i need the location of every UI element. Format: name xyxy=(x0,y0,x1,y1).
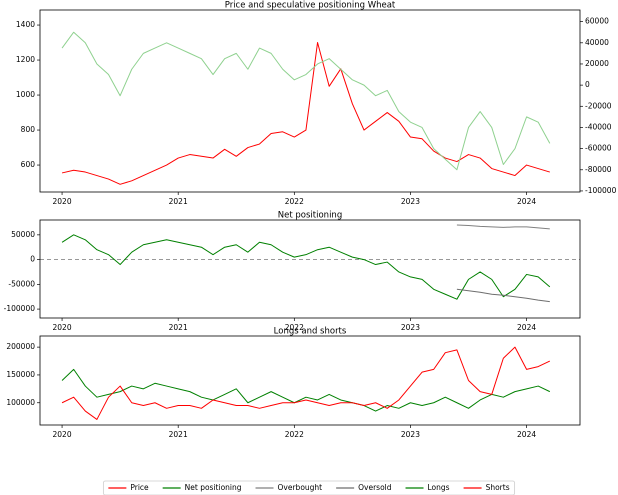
y-tick-label: -100000 xyxy=(4,304,36,313)
x-tick-label: 2023 xyxy=(401,197,420,206)
series-line xyxy=(456,288,550,303)
series-line xyxy=(61,368,551,412)
y2-tick-label: -100000 xyxy=(585,186,617,195)
chart-title: Price and speculative positioning Wheat xyxy=(225,1,396,11)
axes-frame xyxy=(39,335,581,426)
legend-label: Shorts xyxy=(486,483,510,492)
y-tick-label: 800 xyxy=(21,125,36,134)
series-line xyxy=(61,42,550,185)
y-tick-label: 600 xyxy=(21,160,36,169)
x-tick-label: 2024 xyxy=(517,323,536,332)
y-tick-label: 1000 xyxy=(16,90,35,99)
axes-frame xyxy=(39,219,581,319)
y2-tick-label: 0 xyxy=(585,80,590,89)
chart-title: Longs and shorts xyxy=(274,327,347,337)
x-tick-label: 2021 xyxy=(169,323,188,332)
x-tick-label: 2023 xyxy=(401,323,420,332)
legend xyxy=(102,480,516,495)
x-tick-label: 2022 xyxy=(285,197,304,206)
y-tick-label: 200000 xyxy=(6,342,35,351)
y2-tick-label: -20000 xyxy=(585,101,612,110)
x-tick-label: 2020 xyxy=(53,197,72,206)
series-line xyxy=(61,234,551,300)
series-line xyxy=(61,346,551,420)
x-tick-label: 2021 xyxy=(169,430,188,439)
y-tick-label: 150000 xyxy=(6,370,35,379)
y2-tick-label: -40000 xyxy=(585,122,612,131)
y-tick-label: 0 xyxy=(30,255,35,264)
series-line xyxy=(456,224,550,230)
legend-label: Longs xyxy=(428,483,450,492)
series-line xyxy=(61,31,551,171)
y2-tick-label: 60000 xyxy=(585,17,609,26)
x-tick-label: 2020 xyxy=(53,430,72,439)
y-tick-label: -50000 xyxy=(8,279,35,288)
y-tick-label: 50000 xyxy=(11,230,35,239)
y2-tick-label: 40000 xyxy=(585,38,609,47)
x-tick-label: 2024 xyxy=(517,430,536,439)
x-tick-label: 2021 xyxy=(169,197,188,206)
axes-frame xyxy=(39,9,581,193)
legend-label: Price xyxy=(130,483,149,492)
x-tick-label: 2022 xyxy=(285,430,304,439)
legend-label: Overbought xyxy=(278,483,323,492)
legend-label: Net positioning xyxy=(185,483,242,492)
y-tick-label: 1200 xyxy=(16,55,35,64)
y-tick-label: 100000 xyxy=(6,398,35,407)
y-tick-label: 1400 xyxy=(16,20,35,29)
y2-tick-label: 20000 xyxy=(585,59,609,68)
y2-tick-label: -80000 xyxy=(585,165,612,174)
x-tick-label: 2024 xyxy=(517,197,536,206)
chart-title: Net positioning xyxy=(278,211,342,221)
x-tick-label: 2023 xyxy=(401,430,420,439)
x-tick-label: 2022 xyxy=(285,323,304,332)
legend-label: Oversold xyxy=(358,483,392,492)
y2-tick-label: -60000 xyxy=(585,144,612,153)
x-tick-label: 2020 xyxy=(53,323,72,332)
